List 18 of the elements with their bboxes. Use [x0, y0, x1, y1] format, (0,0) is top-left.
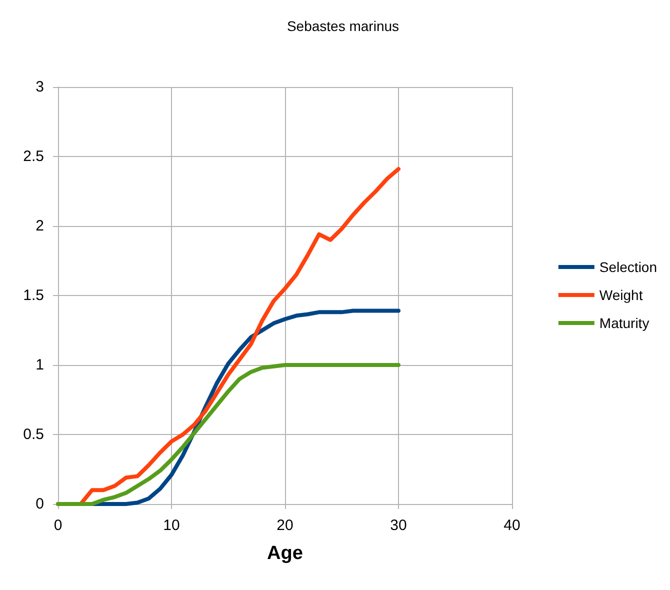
x-tick-label: 0 [54, 517, 62, 534]
x-tick-label: 10 [163, 517, 180, 534]
y-tick-label: 3 [36, 78, 44, 96]
x-tick-label: 30 [390, 517, 407, 534]
legend-label: Selection [599, 259, 657, 275]
line-series [56, 363, 400, 506]
y-tick-label: 2 [36, 218, 44, 234]
legend-label: Weight [599, 287, 643, 303]
legend-label: Maturity [599, 315, 650, 331]
y-tick-label: 0.5 [23, 426, 44, 443]
y-tick-label: 0 [36, 496, 44, 512]
x-tick-label: 20 [276, 517, 294, 534]
x-axis-title: Age [267, 543, 303, 564]
y-tick-label: 1 [36, 356, 44, 374]
y-tick-label: 2.5 [23, 148, 44, 165]
y-tick-label: 1.5 [23, 287, 44, 304]
chart-title: Sebastes marinus [286, 18, 400, 34]
x-tick-label: 40 [504, 517, 520, 534]
